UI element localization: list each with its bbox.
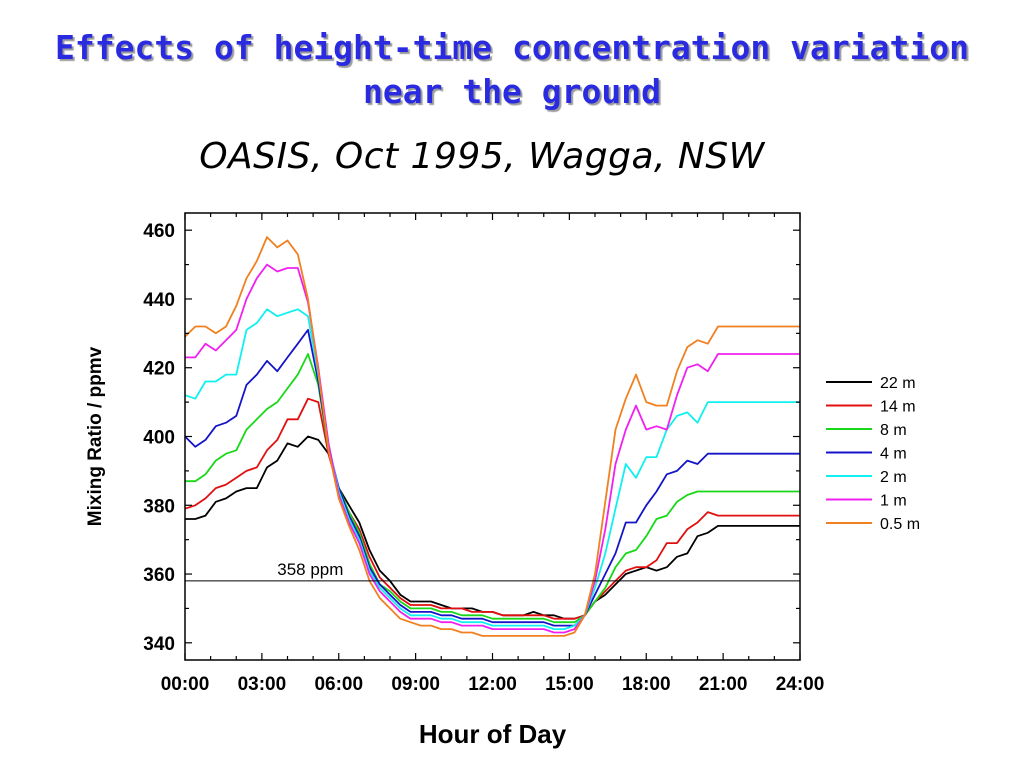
series-line-8-m: [185, 353, 800, 624]
y-tick-label: 380: [143, 496, 175, 517]
axis-ticks: [184, 213, 801, 660]
y-axis-label: Mixing Ratio / ppmv: [85, 346, 106, 526]
y-tick-label: 400: [143, 428, 175, 449]
series-line-4-m: [184, 328, 800, 627]
legend: 22 m 14 m 8 m 4 m 2 m 1 m 0.5 m: [826, 375, 920, 533]
legend-label: 2 m: [880, 469, 907, 486]
slide-subtitle: OASIS, Oct 1995, Wagga, NSW: [199, 136, 765, 177]
series-line-2-m: [184, 308, 800, 630]
series-line-0-5-m: [184, 236, 800, 637]
legend-label: 4 m: [880, 446, 907, 463]
x-tick-label: 09:00: [391, 674, 440, 695]
legend-label: 22 m: [880, 375, 916, 392]
y-tick-label: 340: [143, 634, 175, 655]
series-line-22-m: [185, 435, 800, 620]
series-lines: [184, 236, 800, 637]
reference-line-label: 358 ppm: [277, 560, 343, 579]
series-line-1-m: [185, 263, 800, 634]
legend-label: 1 m: [880, 493, 907, 510]
x-axis-label: Hour of Day: [419, 719, 567, 749]
x-tick-label: 21:00: [699, 674, 748, 695]
y-tick-label: 420: [143, 359, 175, 380]
x-tick-label: 15:00: [545, 674, 594, 695]
y-tick-label: 460: [143, 221, 175, 242]
x-tick-label: 18:00: [622, 674, 671, 695]
x-tick-label: 03:00: [238, 674, 287, 695]
y-tick-label: 440: [143, 290, 175, 311]
legend-label: 14 m: [880, 399, 916, 416]
x-tick-label: 12:00: [468, 674, 517, 695]
x-tick-label: 06:00: [314, 674, 363, 695]
legend-label: 0.5 m: [880, 516, 920, 533]
plot-frame: [184, 212, 801, 661]
y-tick-label: 360: [143, 565, 175, 586]
x-tick-labels: 00:00 03:00 06:00 09:00 12:00 15:00 18:00 21:00…: [161, 674, 825, 695]
series-line-14-m: [184, 397, 800, 620]
x-tick-label: 24:00: [776, 674, 825, 695]
x-tick-label: 00:00: [161, 674, 210, 695]
y-tick-labels: 340 360 380 400 420 440 460: [143, 221, 175, 655]
slide-title: Effects of height-time concentration var…: [55, 28, 969, 111]
legend-label: 8 m: [880, 422, 907, 439]
